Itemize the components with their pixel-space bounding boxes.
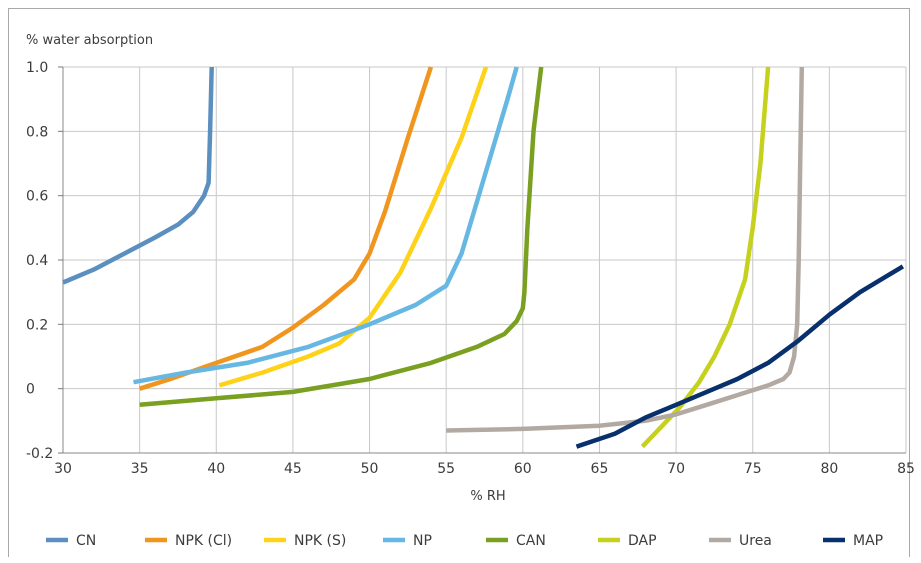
axis-ticks: 30 35 40 45 50 55 60 65 70 75 80 85 -0.2 0 0.2 0.4 0.6 0.…	[26, 60, 915, 477]
legend-label: CN	[76, 533, 96, 549]
legend: CN NPK (Cl) NPK (S) NP CAN DAP Urea MAP	[46, 533, 883, 549]
x-tick-label: 30	[54, 461, 72, 477]
y-axis-label: % water absorption	[26, 33, 153, 48]
x-tick-label: 45	[284, 461, 302, 477]
x-tick-label: 70	[667, 461, 685, 477]
x-tick-label: 60	[514, 461, 532, 477]
x-tick-label: 65	[591, 461, 609, 477]
legend-label: DAP	[628, 533, 657, 549]
x-tick-label: 85	[897, 461, 915, 477]
series-line-can	[139, 66, 544, 408]
y-tick-label: 0.2	[26, 317, 48, 333]
y-tick-label: 0.8	[26, 124, 48, 140]
x-tick-label: 75	[744, 461, 762, 477]
x-tick-label: 55	[437, 461, 455, 477]
x-tick-label: 50	[361, 461, 379, 477]
chart-frame	[8, 8, 910, 557]
y-tick-label: 0.6	[26, 189, 48, 205]
legend-label: Urea	[739, 533, 772, 549]
x-tick-label: 80	[820, 461, 838, 477]
y-tick-label: 0.4	[26, 253, 48, 269]
legend-label: NPK (Cl)	[175, 533, 232, 549]
series-line-np	[133, 66, 519, 385]
series-line-urea	[446, 66, 805, 433]
legend-label: CAN	[516, 533, 546, 549]
legend-label: NP	[413, 533, 432, 549]
x-tick-label: 35	[131, 461, 149, 477]
legend-label: MAP	[853, 533, 883, 549]
y-tick-label: 1.0	[26, 60, 48, 76]
x-tick-label: 40	[207, 461, 225, 477]
series-line-npk-cl	[138, 66, 434, 391]
grid	[62, 66, 907, 454]
x-axis-label: % RH	[470, 489, 505, 504]
series-line-cn	[62, 66, 214, 285]
y-tick-label: 0	[26, 382, 35, 398]
series-lines	[62, 66, 905, 449]
y-tick-label: -0.2	[26, 446, 53, 462]
legend-label: NPK (S)	[294, 533, 346, 549]
series-line-map	[575, 264, 905, 449]
series-line-npk-s	[218, 66, 489, 388]
